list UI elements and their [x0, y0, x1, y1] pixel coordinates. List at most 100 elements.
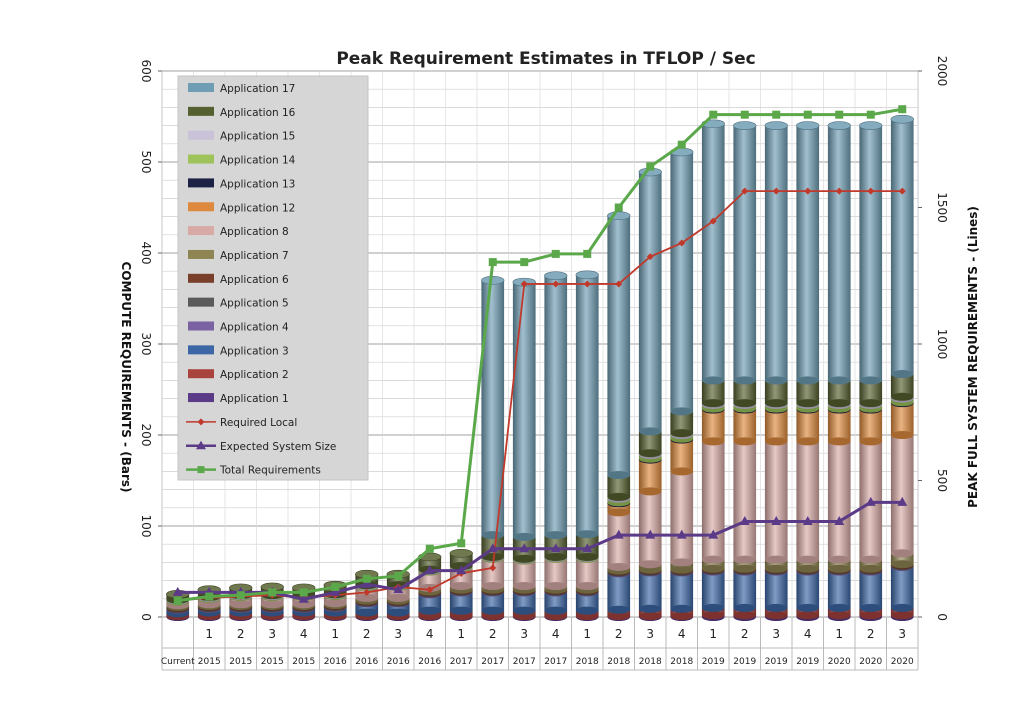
bar-segment-bottom [859, 603, 883, 612]
bar-segment [512, 592, 536, 611]
bar-segment-bottom [796, 555, 820, 564]
bar-segment-bottom [859, 611, 883, 620]
bar-segment-bottom [701, 611, 725, 620]
x-tick-label: 1 [331, 627, 339, 641]
bar-segment-bottom [512, 532, 536, 541]
line-point [613, 529, 624, 539]
bar-segment-bottom [733, 399, 757, 408]
y2-tick-label: 2000 [935, 56, 949, 87]
bar-segment-bottom [638, 427, 662, 436]
x-tick-label: 2 [867, 627, 875, 641]
bar-segment [701, 123, 725, 381]
x-tick-sublabel: 2020 [859, 657, 882, 667]
bar-segment-bottom [386, 593, 410, 602]
bar-segment [827, 380, 851, 404]
y-tick-label: 100 [139, 515, 153, 538]
legend-label: Application 17 [220, 83, 295, 95]
legend-swatch [188, 249, 214, 259]
line-point [299, 588, 308, 597]
y-tick-label: 0 [139, 613, 153, 621]
y-tick-label: 200 [139, 424, 153, 447]
line-point [867, 187, 875, 195]
bar-segment [575, 274, 599, 535]
legend-swatch [188, 297, 214, 307]
line-point [898, 105, 907, 114]
x-tick-sublabel: 2016 [387, 657, 410, 667]
bar-segment [890, 553, 914, 565]
legend-swatch [188, 83, 214, 92]
x-tick-sublabel: 2015 [292, 657, 315, 667]
x-tick-label: 1 [205, 627, 213, 641]
legend-label: Application 2 [220, 369, 289, 381]
bar-segment-bottom [733, 564, 757, 573]
legend-label: Total Requirements [219, 465, 321, 477]
bar-segment-bottom [859, 399, 883, 408]
bar-segment [827, 409, 851, 442]
bar-segment [764, 380, 788, 404]
line-point [740, 110, 749, 119]
line-point [583, 280, 591, 288]
line-point [835, 110, 844, 119]
x-tick-sublabel: 2019 [765, 657, 788, 667]
bar-segment [796, 409, 820, 442]
legend-label: Application 7 [220, 250, 289, 262]
bar-segment-bottom [229, 600, 253, 609]
bar-segment-bottom [764, 611, 788, 620]
bar-segment-bottom [796, 437, 820, 446]
legend-label: Application 6 [220, 274, 289, 286]
bar-segment [670, 439, 694, 472]
bar-segment [859, 409, 883, 442]
legend-swatch [188, 154, 214, 164]
x-tick-sublabel: 2018 [639, 657, 662, 667]
y2-tick-label: 0 [935, 613, 949, 621]
bar-segment-bottom [607, 492, 631, 501]
bar-segment [764, 441, 788, 560]
legend-swatch [188, 202, 214, 212]
bar-segment-bottom [796, 399, 820, 408]
line-point [583, 249, 592, 258]
bar-segment-bottom [670, 612, 694, 621]
bar-segment [607, 512, 631, 567]
bar-segment [418, 594, 442, 611]
legend-swatch [188, 106, 214, 116]
bar-segment [544, 592, 568, 611]
bar-segment-bottom [890, 370, 914, 379]
legend-swatch [188, 345, 214, 355]
bar-segment-bottom [449, 582, 473, 591]
bar-segment [764, 559, 788, 569]
bar-segment [827, 559, 851, 569]
line-point [804, 187, 812, 195]
bar-segment-bottom [418, 606, 442, 615]
x-tick-sublabel: 2020 [891, 657, 914, 667]
x-tick-label: 4 [804, 627, 812, 641]
line-point [835, 187, 843, 195]
line-point [268, 588, 277, 597]
bar-segment [544, 275, 568, 536]
bar-segment [796, 125, 820, 381]
bar-segment-bottom [607, 612, 631, 621]
bar-segment-bottom [638, 449, 662, 458]
x-tick-label: 3 [268, 627, 276, 641]
x-tick-label: 3 [520, 627, 528, 641]
bar-segment [638, 459, 662, 492]
line-point [739, 515, 750, 525]
bar-segment-bottom [701, 555, 725, 564]
bar-segment-bottom [575, 582, 599, 591]
legend-swatch [188, 130, 214, 140]
bar-segment-bottom [544, 531, 568, 540]
bar-segment-bottom [701, 399, 725, 408]
legend-label: Application 3 [220, 345, 289, 357]
legend-label: Application 5 [220, 298, 289, 310]
bar-top-cap [859, 121, 883, 130]
bar-segment-bottom [764, 555, 788, 564]
line-point [677, 140, 686, 149]
bar-segment-bottom [292, 600, 316, 609]
line-point [394, 572, 403, 581]
y2-axis-label: PEAK FULL SYSTEM REQUIREMENTS - (Lines) [966, 206, 980, 508]
x-tick-sublabel: 2020 [828, 657, 851, 667]
bar-segment-bottom [827, 555, 851, 564]
line-point [298, 593, 309, 603]
bar-segment [607, 215, 631, 476]
x-tick-label: 4 [300, 627, 308, 641]
bar-segment [512, 282, 536, 537]
